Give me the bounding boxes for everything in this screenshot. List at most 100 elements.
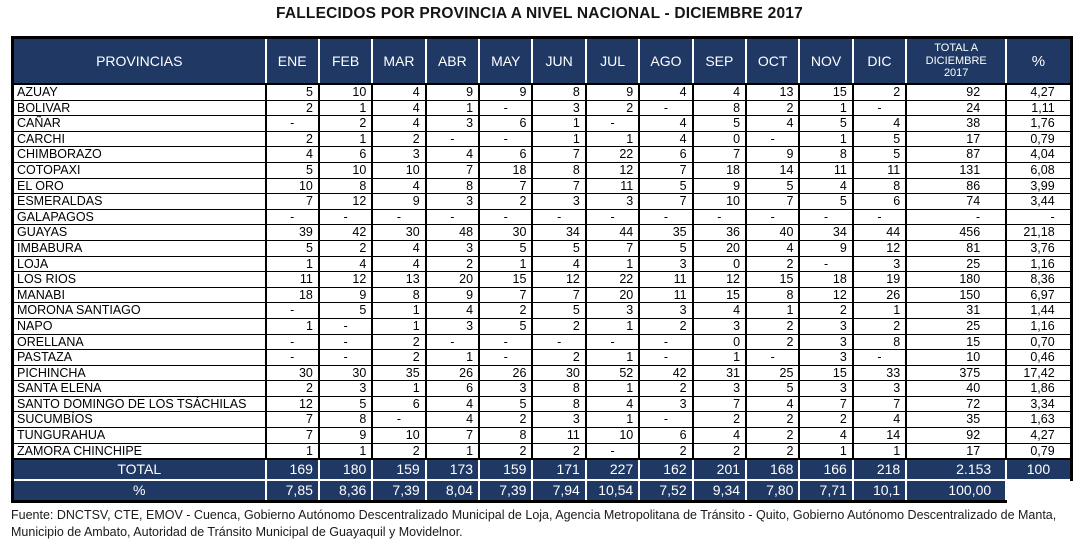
month-value: 4: [372, 115, 427, 132]
table-row: CHIMBORAZO 4 6 3 4 6 7 22 6 7 9 8 5 87 4,04: [11, 146, 1073, 163]
month-value: 2: [265, 131, 320, 148]
percent-value: 3,44: [1006, 193, 1073, 210]
table-row: SANTA ELENA 2 3 1 6 3 8 1 2 3 5 3 3 40 1,86: [11, 380, 1073, 397]
month-value: 5: [265, 84, 320, 101]
month-value: 31: [692, 365, 748, 382]
month-value: 13: [746, 84, 801, 101]
month-value: 2: [479, 193, 534, 210]
table-row: NAPO 1-1 3 5 2 1 2 3 2 3 2 25 1,16: [11, 318, 1073, 335]
total-value: 24: [906, 100, 1008, 117]
footer-month-value: 7,39: [372, 480, 427, 504]
percent-value: -: [1006, 209, 1073, 226]
fallecidos-table: PROVINCIAS ENE FEB MAR ABR MAY JUN JUL AGO SEP OCT…: [11, 36, 1073, 504]
table-row: COTOPAXI 5 10 10 7 18 8 12 7 18 14 11 11 131 6,08: [11, 162, 1073, 179]
month-value: 18: [799, 271, 854, 288]
month-value: 4: [318, 256, 374, 273]
month-value: 5: [265, 162, 320, 179]
month-value: 22: [585, 271, 641, 288]
month-value: 12: [852, 240, 908, 257]
total-value: 15: [906, 334, 1008, 351]
footer-month-value: 7,85: [265, 480, 320, 504]
month-value: -: [372, 411, 427, 429]
province-name: ESMERALDAS: [11, 193, 267, 210]
month-value: -: [318, 209, 374, 226]
month-value: 1: [425, 349, 481, 366]
month-value: -: [372, 209, 427, 226]
month-value: 7: [532, 146, 587, 163]
month-value: 7: [425, 162, 481, 179]
month-value: 44: [852, 224, 908, 241]
month-value: 10: [265, 178, 320, 195]
month-value: 9: [746, 146, 801, 163]
month-value: 12: [799, 287, 854, 304]
month-value: 14: [852, 427, 908, 444]
percent-value: 1,63: [1006, 411, 1073, 429]
month-value: 2: [746, 256, 801, 273]
month-value: -: [585, 443, 641, 460]
month-value: -: [746, 209, 801, 226]
month-value: 1: [479, 256, 534, 273]
percent-value: 8,36: [1006, 271, 1073, 288]
month-value: 3: [799, 318, 854, 335]
column-header-total: TOTAL A DICIEMBRE 2017: [906, 36, 1008, 85]
month-value: 13: [372, 271, 427, 288]
month-value: 10: [372, 162, 427, 179]
total-row-label: TOTAL: [11, 458, 267, 482]
table-body: AZUAY 5 10 4 9 9 8 9 4 4 13 15 2 92 4,27 BOLIVAR 2 1 4 1-3 2…: [11, 84, 1073, 460]
total-value: 180: [906, 271, 1008, 288]
province-name: SANTA ELENA: [11, 380, 267, 397]
month-value: 3: [532, 100, 587, 117]
total-value: 17: [906, 443, 1008, 460]
province-name: GUAYAS: [11, 224, 267, 241]
month-value: -: [265, 334, 320, 351]
month-value: 4: [425, 146, 481, 163]
percent-value: 17,42: [1006, 365, 1073, 382]
month-value: 2: [479, 443, 534, 460]
month-value: 5: [479, 318, 534, 335]
footer-month-value: 201: [692, 458, 748, 482]
month-value: -: [746, 349, 801, 366]
column-header-mar: MAR: [372, 36, 427, 85]
province-name: CARCHI: [11, 131, 267, 148]
month-value: 3: [692, 318, 748, 335]
footer-month-value: 7,94: [532, 480, 587, 504]
province-name: SUCUMBÍOS: [11, 411, 267, 429]
total-value: 87: [906, 146, 1008, 163]
table-row: CARCHI 2 1 2- -1 1 4 0-1 5 17 0,79: [11, 131, 1073, 148]
month-value: -: [746, 131, 801, 148]
month-value: -: [852, 100, 908, 117]
month-value: 5: [692, 115, 748, 132]
table-row: AZUAY 5 10 4 9 9 8 9 4 4 13 15 2 92 4,27: [11, 84, 1073, 101]
month-value: 2: [372, 443, 427, 460]
table-row: GALAPAGOS - - - - - - - - - - - - - -: [11, 209, 1073, 226]
month-value: 42: [318, 224, 374, 241]
province-name: AZUAY: [11, 84, 267, 101]
percent-value: 3,99: [1006, 178, 1073, 195]
month-value: 1: [372, 380, 427, 397]
month-value: 34: [799, 224, 854, 241]
total-value: 17: [906, 131, 1008, 148]
month-value: 7: [532, 178, 587, 195]
table-row: EL ORO 10 8 4 8 7 7 11 5 9 5 4 8 86 3,99: [11, 178, 1073, 195]
month-value: 4: [639, 131, 694, 148]
column-header-provinces: PROVINCIAS: [11, 36, 267, 85]
month-value: 1: [585, 131, 641, 148]
total-value: 150: [906, 287, 1008, 304]
month-value: 7: [265, 427, 320, 444]
month-value: 4: [425, 396, 481, 413]
month-value: 6: [479, 146, 534, 163]
month-value: -: [265, 115, 320, 132]
percent-value: 4,27: [1006, 84, 1073, 101]
province-name: EL ORO: [11, 178, 267, 195]
province-name: PICHINCHA: [11, 365, 267, 382]
month-value: 1: [852, 302, 908, 319]
month-value: 3: [425, 115, 481, 132]
month-value: -: [852, 209, 908, 226]
month-value: 11: [265, 271, 320, 288]
province-name: CAÑAR: [11, 115, 267, 132]
month-value: -: [425, 131, 481, 148]
footer-month-value: 168: [746, 458, 801, 482]
month-value: 10: [692, 193, 748, 210]
month-value: 1: [692, 349, 748, 366]
month-value: 8: [852, 178, 908, 195]
